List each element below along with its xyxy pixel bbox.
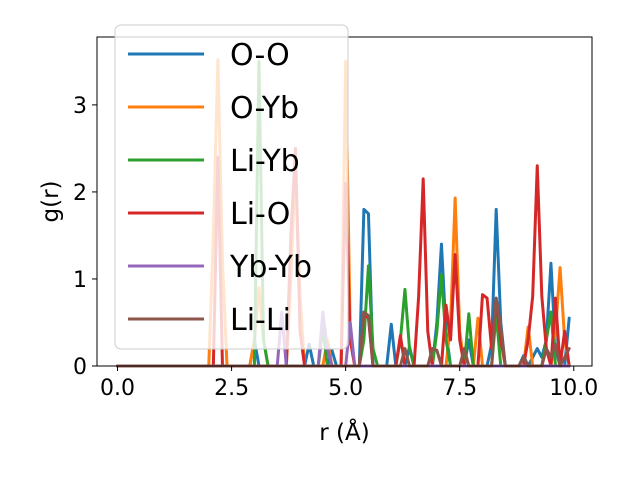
y-axis-label: g(r): [38, 180, 64, 222]
legend-label-li-o: Li-O: [230, 197, 290, 232]
x-axis-label: r (Å): [319, 418, 369, 446]
y-tick-label: 2: [73, 181, 87, 206]
legend-frame: [114, 24, 349, 350]
legend-label-li-yb: Li-Yb: [230, 144, 300, 179]
legend-label-o-yb: O-Yb: [230, 91, 299, 126]
y-tick-label: 1: [73, 268, 87, 293]
x-tick-label: 2.5: [214, 376, 249, 401]
ticks-layer: 0.0 2.5 5.0 7.5 10.0 0 1 2 3: [73, 94, 598, 401]
x-tick-label: 7.5: [442, 376, 477, 401]
legend-label-li-li: Li-Li: [230, 303, 291, 338]
y-tick-label: 0: [73, 355, 87, 380]
legend: O-O O-Yb Li-Yb Li-O Yb-Yb Li-Li: [114, 24, 349, 350]
legend-label-o-o: O-O: [230, 38, 290, 73]
x-tick-label: 10.0: [549, 376, 598, 401]
y-tick-label: 3: [73, 94, 87, 119]
legend-label-yb-yb: Yb-Yb: [229, 250, 312, 285]
x-tick-label: 0.0: [100, 376, 135, 401]
x-tick-label: 5.0: [328, 376, 363, 401]
